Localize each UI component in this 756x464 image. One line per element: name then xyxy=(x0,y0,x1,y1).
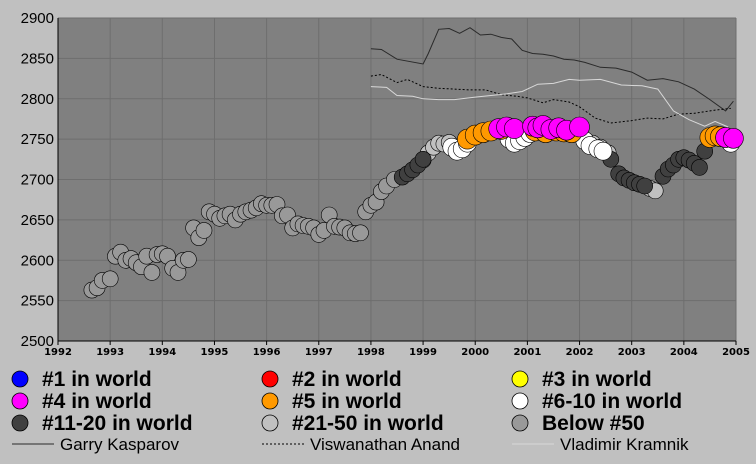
legend-marker xyxy=(511,392,529,410)
line-garry-kasparov xyxy=(370,27,734,112)
legend-label: #2 in world xyxy=(292,368,402,391)
x-tick-label: 1996 xyxy=(253,347,281,358)
data-point xyxy=(180,251,197,268)
y-tick-label: 2600 xyxy=(21,252,54,269)
y-tick-label: 2900 xyxy=(21,10,54,27)
y-tick-label: 2750 xyxy=(21,131,54,148)
data-point xyxy=(636,177,654,195)
y-tick-label: 2500 xyxy=(21,333,54,350)
data-point xyxy=(101,270,119,288)
x-tick-label: 2004 xyxy=(670,347,698,358)
legend-marker xyxy=(511,414,529,432)
rating-lines xyxy=(370,27,734,128)
data-point xyxy=(414,151,432,168)
legend-line-label: Viswanathan Anand xyxy=(310,435,460,454)
legend-marker xyxy=(261,370,279,388)
y-tick-label: 2850 xyxy=(21,50,54,67)
data-point xyxy=(195,222,213,239)
legend-label: #21-50 in world xyxy=(292,412,444,435)
x-tick-label: 2003 xyxy=(618,347,646,358)
legend-line-label: Vladimir Kramnik xyxy=(560,435,689,454)
data-point xyxy=(503,118,525,139)
legend-marker xyxy=(261,392,279,410)
x-tick-label: 1993 xyxy=(96,347,124,358)
y-tick-label: 2800 xyxy=(21,91,54,108)
x-tick-label: 1999 xyxy=(409,347,437,358)
line-vladimir-kramnik xyxy=(370,78,729,128)
x-tick-label: 1997 xyxy=(305,347,333,358)
data-point xyxy=(569,116,590,138)
legend-marker xyxy=(11,414,29,432)
x-tick-label: 1998 xyxy=(357,347,385,358)
x-tick-label: 1994 xyxy=(148,347,176,358)
data-point xyxy=(691,159,708,176)
legend-marker xyxy=(11,370,29,388)
data-point xyxy=(593,141,613,161)
data-point xyxy=(723,128,744,149)
y-axis: 2500 2550 2600 2650 2700 2750 2800 2850 2900 xyxy=(21,10,54,350)
legend-box xyxy=(0,365,756,464)
legend-marker xyxy=(11,392,29,410)
x-tick-label: 2005 xyxy=(722,347,750,358)
x-tick-label: 1992 xyxy=(44,347,72,358)
x-tick-label: 1995 xyxy=(201,347,229,358)
legend-label: Below #50 xyxy=(542,412,645,435)
rank-markers xyxy=(83,115,744,299)
legend: #1 in world #2 in world #3 in world #4 in w… xyxy=(11,368,689,454)
y-tick-label: 2700 xyxy=(21,172,54,189)
legend-label: #3 in world xyxy=(542,368,652,391)
y-tick-label: 2550 xyxy=(21,293,54,310)
x-axis: 1992 1993 1994 1995 1996 1997 1998 1999 2000 2001… xyxy=(44,341,750,358)
legend-label: #1 in world xyxy=(42,368,152,391)
line-viswanathan-anand xyxy=(370,73,731,124)
x-tick-label: 2002 xyxy=(566,347,594,358)
x-tick-label: 2000 xyxy=(461,347,489,358)
data-point xyxy=(143,264,161,281)
legend-line-label: Garry Kasparov xyxy=(60,435,180,454)
data-point xyxy=(352,224,369,242)
legend-marker xyxy=(511,370,529,388)
legend-label: #11-20 in world xyxy=(42,412,193,435)
legend-label: #4 in world xyxy=(42,390,152,413)
x-tick-label: 2001 xyxy=(513,347,541,358)
legend-marker xyxy=(261,414,279,432)
y-tick-label: 2650 xyxy=(21,212,54,229)
legend-label: #5 in world xyxy=(292,390,402,413)
legend-label: #6-10 in world xyxy=(542,390,682,413)
